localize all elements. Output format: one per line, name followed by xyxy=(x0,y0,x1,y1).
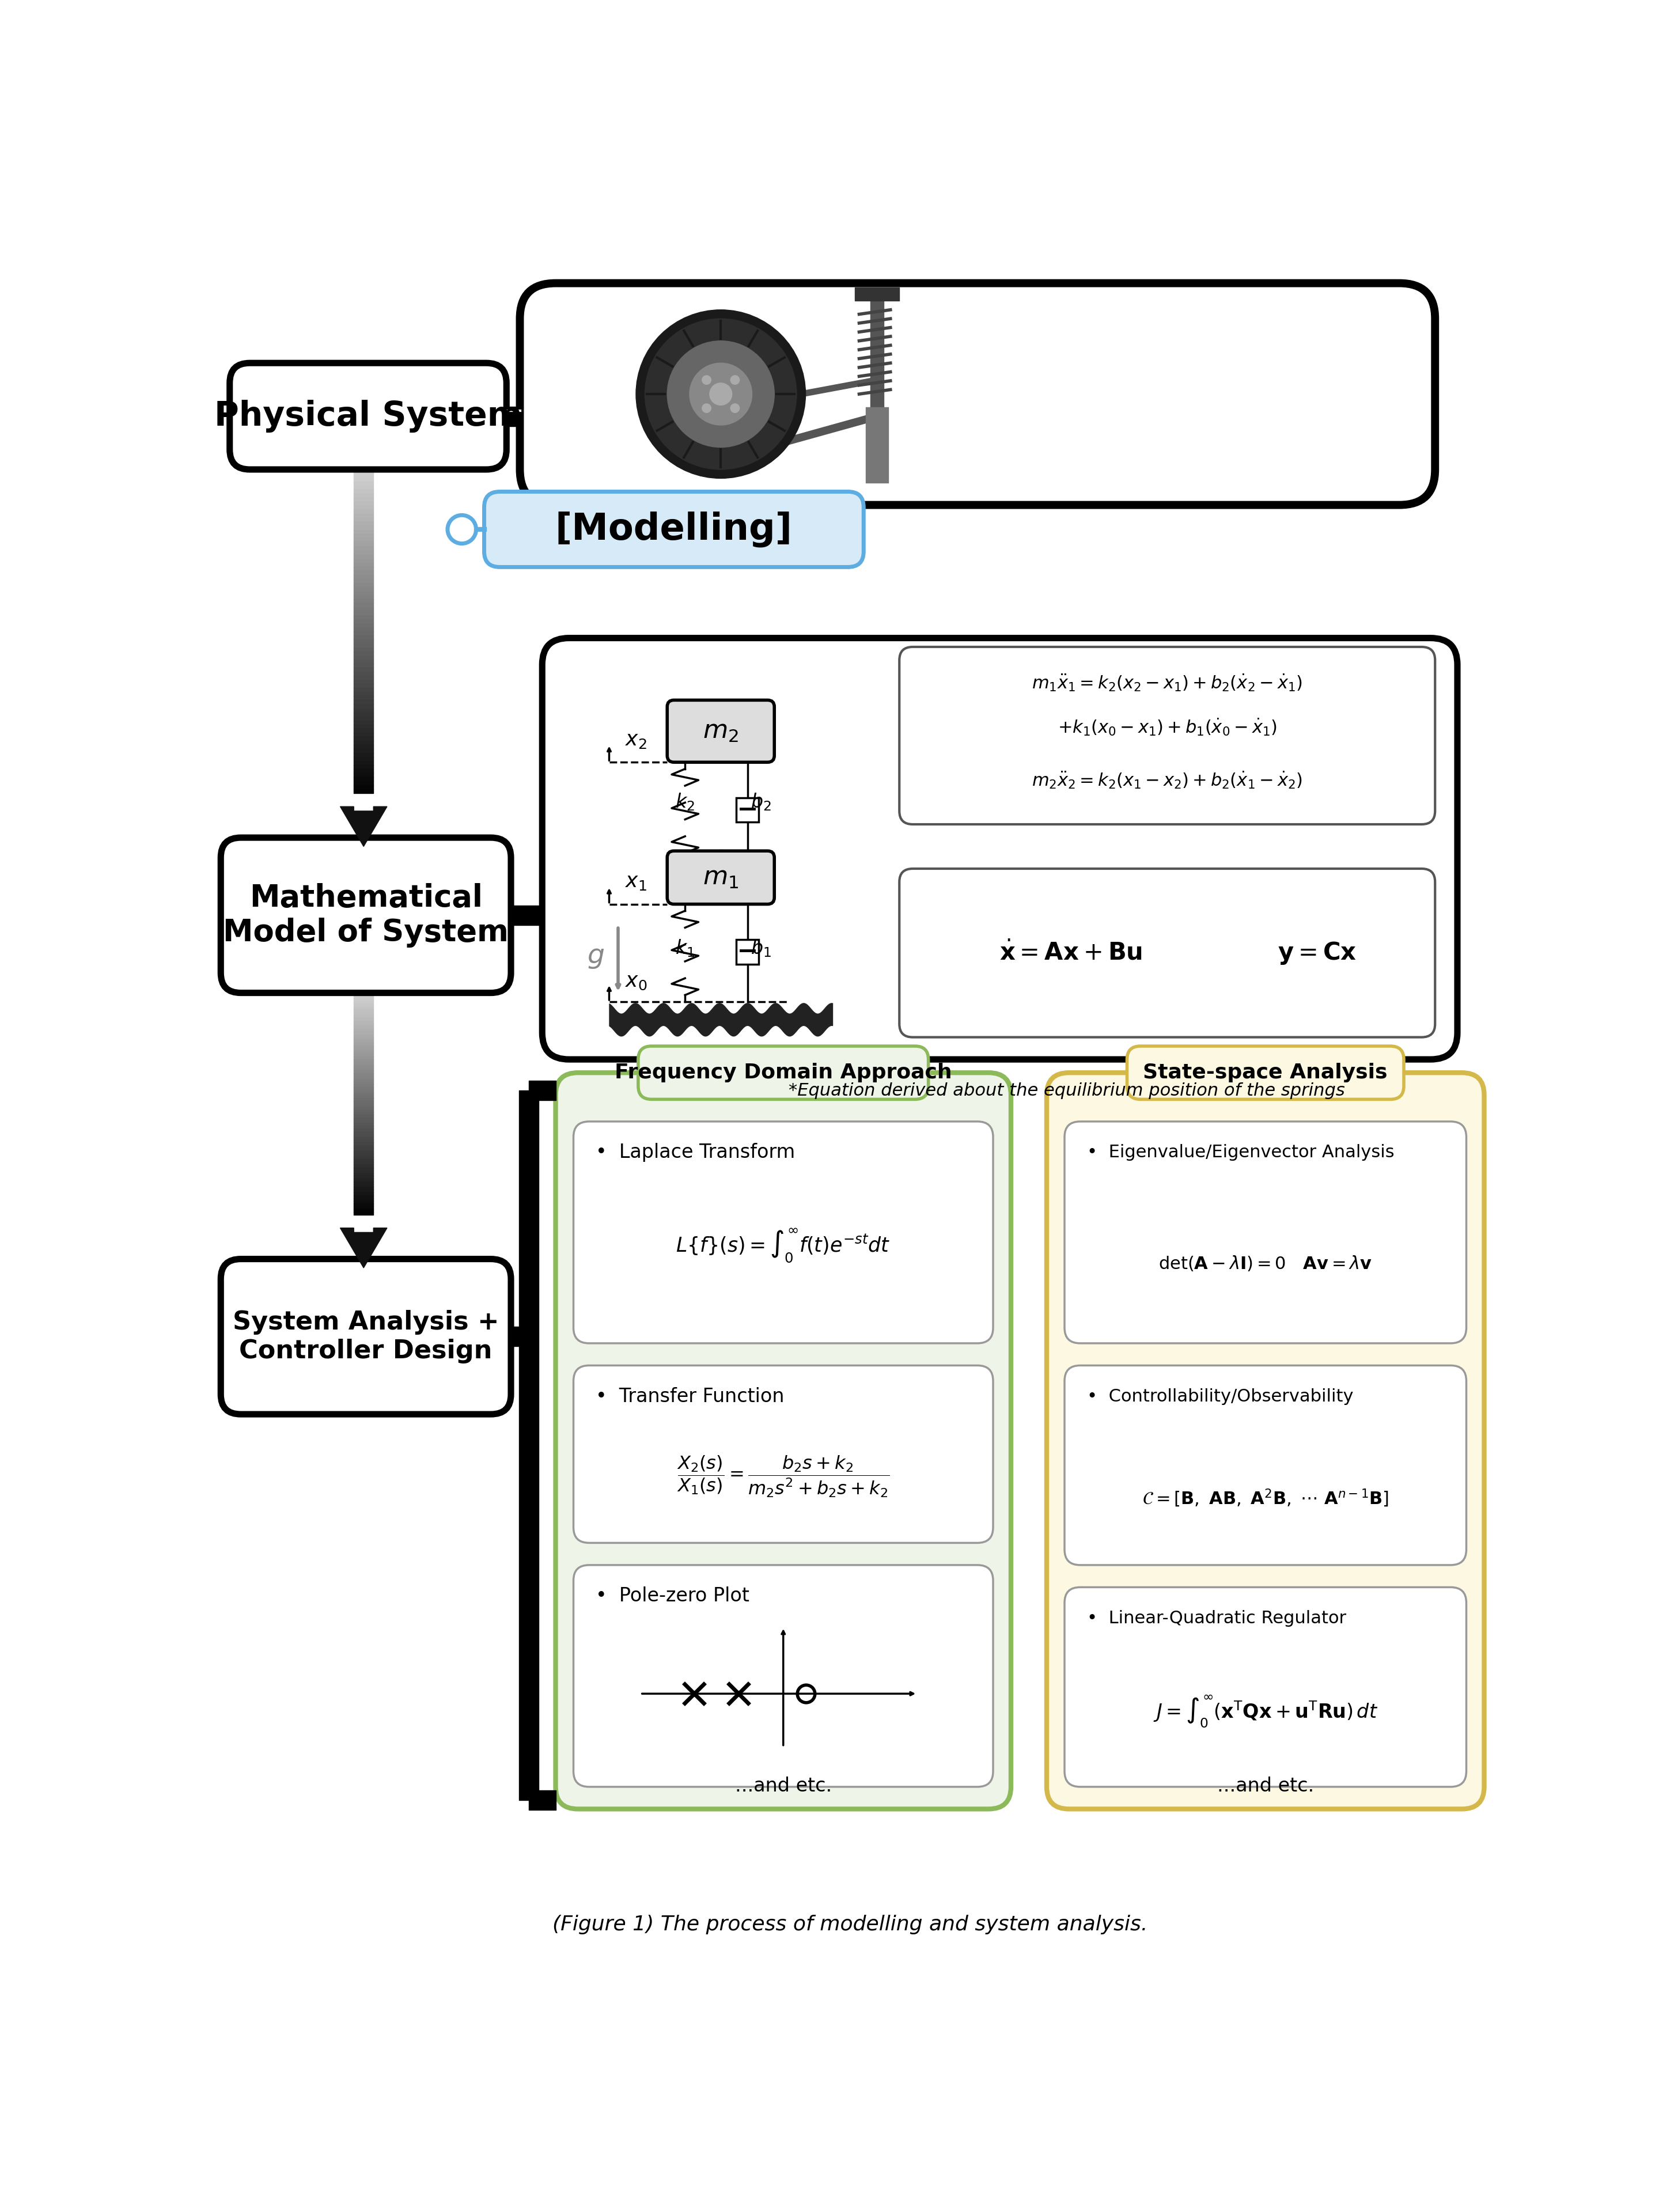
FancyBboxPatch shape xyxy=(1126,1046,1404,1099)
FancyBboxPatch shape xyxy=(667,852,775,905)
FancyBboxPatch shape xyxy=(899,646,1435,825)
FancyBboxPatch shape xyxy=(1065,1588,1467,1787)
Text: Mathematical
Model of System: Mathematical Model of System xyxy=(222,883,509,947)
Text: $x_0$: $x_0$ xyxy=(625,971,647,991)
Circle shape xyxy=(702,376,712,385)
Text: ...and etc.: ...and etc. xyxy=(1218,1776,1314,1796)
Text: $k_2$: $k_2$ xyxy=(675,792,695,812)
FancyBboxPatch shape xyxy=(639,1046,929,1099)
FancyBboxPatch shape xyxy=(556,1073,1010,1809)
Circle shape xyxy=(645,319,796,469)
Text: State-space Analysis: State-space Analysis xyxy=(1143,1064,1387,1082)
Text: $L\{f\}(s) = \int_0^{\infty} f(t)e^{-st}dt$: $L\{f\}(s) = \int_0^{\infty} f(t)e^{-st}… xyxy=(675,1228,891,1265)
Text: Physical System: Physical System xyxy=(214,400,523,434)
Circle shape xyxy=(635,310,806,478)
FancyBboxPatch shape xyxy=(1047,1073,1485,1809)
Text: [Modelling]: [Modelling] xyxy=(556,511,793,546)
FancyBboxPatch shape xyxy=(574,1566,994,1787)
Text: $g$: $g$ xyxy=(587,945,604,971)
Text: $J = \int_0^{\infty} (\mathbf{x}^\mathrm{T}\mathbf{Q}\mathbf{x} + \mathbf{u}^\ma: $J = \int_0^{\infty} (\mathbf{x}^\mathrm… xyxy=(1153,1694,1379,1730)
FancyBboxPatch shape xyxy=(229,363,506,469)
Circle shape xyxy=(730,405,740,414)
FancyBboxPatch shape xyxy=(574,1365,994,1544)
Text: •  Laplace Transform: • Laplace Transform xyxy=(596,1144,795,1161)
FancyBboxPatch shape xyxy=(899,869,1435,1037)
Text: ...and etc.: ...and etc. xyxy=(735,1776,831,1796)
Text: $b_1$: $b_1$ xyxy=(750,938,771,958)
Text: $x_2$: $x_2$ xyxy=(625,730,647,750)
Text: $x_1$: $x_1$ xyxy=(625,872,647,891)
FancyArrow shape xyxy=(340,807,387,847)
Text: •  Linear-Quadratic Regulator: • Linear-Quadratic Regulator xyxy=(1087,1610,1345,1626)
FancyBboxPatch shape xyxy=(1065,1365,1467,1566)
Text: (Figure 1) The process of modelling and system analysis.: (Figure 1) The process of modelling and … xyxy=(552,1916,1148,1933)
FancyBboxPatch shape xyxy=(221,838,511,993)
FancyBboxPatch shape xyxy=(574,1121,994,1343)
Text: •  Controllability/Observability: • Controllability/Observability xyxy=(1087,1389,1354,1405)
Text: $m_2$: $m_2$ xyxy=(703,719,738,743)
FancyBboxPatch shape xyxy=(542,637,1457,1060)
FancyBboxPatch shape xyxy=(484,491,864,566)
Text: $b_2$: $b_2$ xyxy=(750,792,771,812)
FancyArrow shape xyxy=(340,1228,387,1267)
Text: $m_1$: $m_1$ xyxy=(703,865,738,889)
Text: $+k_1(x_0 - x_1) + b_1(\dot{x}_0 - \dot{x}_1)$: $+k_1(x_0 - x_1) + b_1(\dot{x}_0 - \dot{… xyxy=(1057,717,1277,737)
Circle shape xyxy=(690,363,752,425)
Text: $\dfrac{X_2(s)}{X_1(s)} = \dfrac{b_2 s + k_2}{m_2 s^2 + b_2 s + k_2}$: $\dfrac{X_2(s)}{X_1(s)} = \dfrac{b_2 s +… xyxy=(677,1453,889,1500)
Text: •  Transfer Function: • Transfer Function xyxy=(596,1387,785,1407)
Bar xyxy=(737,940,758,964)
Circle shape xyxy=(702,405,712,414)
Text: $\mathbf{y} = \mathbf{Cx}$: $\mathbf{y} = \mathbf{Cx}$ xyxy=(1277,940,1357,967)
FancyBboxPatch shape xyxy=(667,701,775,763)
Text: $\mathcal{C} = [\mathbf{B},\ \mathbf{AB},\ \mathbf{A}^2\mathbf{B},\ \cdots\ \mat: $\mathcal{C} = [\mathbf{B},\ \mathbf{AB}… xyxy=(1141,1489,1389,1509)
FancyBboxPatch shape xyxy=(221,1259,511,1413)
Circle shape xyxy=(710,383,732,405)
Text: $\det(\mathbf{A} - \lambda\mathbf{I}) = 0 \quad \mathbf{Av} = \lambda\mathbf{v}$: $\det(\mathbf{A} - \lambda\mathbf{I}) = … xyxy=(1158,1254,1372,1272)
Text: *Equation derived about the equilibrium position of the springs: *Equation derived about the equilibrium … xyxy=(788,1082,1345,1099)
Text: •  Pole-zero Plot: • Pole-zero Plot xyxy=(596,1586,750,1606)
Text: $m_1\ddot{x}_1 = k_2(x_2 - x_1) + b_2(\dot{x}_2 - \dot{x}_1)$: $m_1\ddot{x}_1 = k_2(x_2 - x_1) + b_2(\d… xyxy=(1032,672,1302,692)
Bar xyxy=(737,799,758,823)
Circle shape xyxy=(667,341,775,447)
Text: System Analysis +
Controller Design: System Analysis + Controller Design xyxy=(232,1310,499,1363)
FancyBboxPatch shape xyxy=(1065,1121,1467,1343)
Text: $\dot{\mathbf{x}} = \mathbf{Ax} + \mathbf{Bu}$: $\dot{\mathbf{x}} = \mathbf{Ax} + \mathb… xyxy=(999,940,1141,964)
Text: Frequency Domain Approach: Frequency Domain Approach xyxy=(614,1064,952,1082)
Circle shape xyxy=(730,376,740,385)
FancyBboxPatch shape xyxy=(519,283,1435,504)
Text: •  Eigenvalue/Eigenvector Analysis: • Eigenvalue/Eigenvector Analysis xyxy=(1087,1144,1394,1161)
Text: $k_1$: $k_1$ xyxy=(675,938,695,958)
Text: $m_2\ddot{x}_2 = k_2(x_1 - x_2) + b_2(\dot{x}_1 - \dot{x}_2)$: $m_2\ddot{x}_2 = k_2(x_1 - x_2) + b_2(\d… xyxy=(1032,770,1302,790)
